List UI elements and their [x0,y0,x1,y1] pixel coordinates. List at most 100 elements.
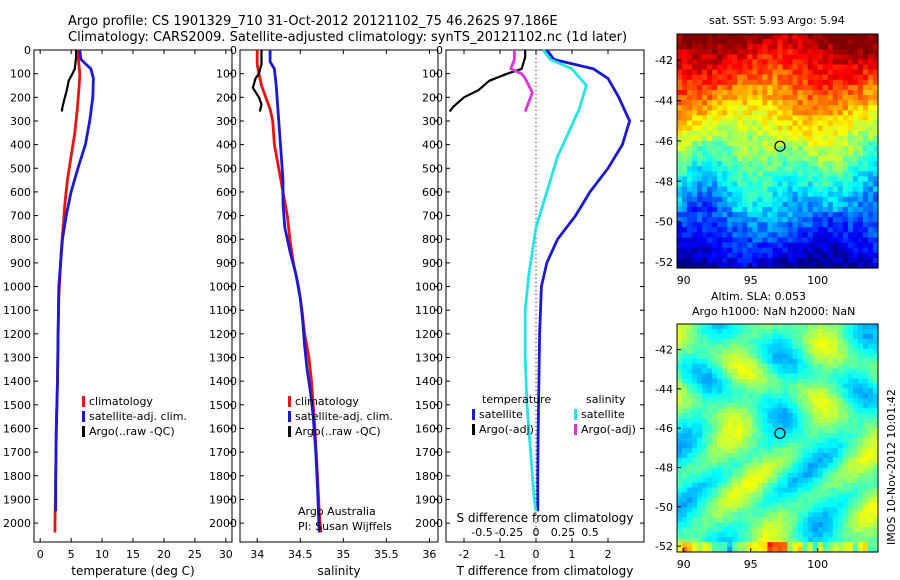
map-cell [707,161,713,167]
y-tick-label: 400 [216,139,237,152]
map-cell [797,110,804,116]
map-cell [752,418,759,424]
map-cell [767,433,774,439]
map-cell [837,358,844,365]
map-cell [867,54,874,61]
map-cell [767,328,774,335]
map-cell [802,130,809,137]
map-cell [837,363,844,370]
map-cell [847,338,854,345]
y-tick-label: 1000 [3,281,31,294]
map-cell [772,497,779,504]
map-cell [747,477,753,484]
map-cell [682,423,688,429]
map-cell [852,110,859,116]
map-cell [732,181,738,188]
map-cell [832,79,839,86]
map-cell [747,403,753,409]
map-cell [867,363,874,370]
map-cell [777,54,784,61]
map-cell [772,532,779,538]
map-cell [742,39,748,45]
map-cell [777,368,784,375]
map-cell [847,166,854,172]
map-cell [832,120,839,127]
map-cell [832,191,839,198]
map-cell [832,512,839,518]
map-cell [752,140,759,147]
map-cell [837,388,844,394]
map-cell [742,181,748,188]
y-tick-label: 900 [216,257,237,270]
map-cell [677,34,683,40]
map-cell [677,232,683,239]
map-cell [767,333,774,340]
map-cell [742,64,748,71]
map-cell [697,247,703,254]
map-cell [792,433,799,439]
map-cell [692,408,698,414]
map-cell [782,212,789,218]
map-cell [777,135,784,142]
map-cell [807,252,814,259]
map-cell [707,186,713,193]
map-cell [707,227,713,233]
x-tick-label: 10 [95,548,109,561]
map-cell [707,502,713,508]
map-cell [817,161,824,167]
map-cell [697,227,703,233]
map-cell [682,191,688,198]
map-cell [697,324,703,330]
map-cell [867,89,874,96]
map-cell [717,232,723,239]
map-cell [697,196,703,203]
map-cell [722,423,728,429]
map-cell [837,373,844,380]
map-cell [687,110,693,116]
map-cell [857,161,864,167]
map-cell [832,44,839,50]
map-cell [812,212,819,218]
map-cell [742,95,748,101]
map-cell [802,527,809,533]
map-cell [677,333,683,340]
map-cell [862,497,869,504]
map-cell [872,542,879,548]
map-cell [797,363,804,370]
map-cell [832,442,839,449]
map-cell [757,100,764,106]
map-cell [717,84,723,91]
map-cell [782,353,789,360]
map-cell [837,191,844,198]
map-cell [867,418,874,424]
map-cell [802,181,809,188]
map-cell [832,64,839,71]
map-cell [867,161,874,167]
map-cell [807,79,814,86]
map-cell [737,363,743,370]
map-cell [757,242,764,249]
map-cell [797,373,804,380]
map-cell [742,222,748,228]
map-cell [722,247,728,254]
map-cell [802,64,809,71]
map-cell [867,343,874,350]
map-cell [822,196,829,203]
map-cell [712,373,718,380]
map-cell [772,418,779,424]
map-cell [722,89,728,96]
map-cell [682,186,688,193]
map-cell [702,462,708,469]
map-cell [727,472,733,479]
map-cell [787,512,794,518]
map-cell [692,166,698,172]
map-cell [862,338,869,345]
map-cell [767,512,774,518]
map-cell [742,487,748,494]
map-cell [852,353,859,360]
map-cell [817,201,824,208]
map-cell [767,59,774,66]
map-cell [752,324,759,330]
map-cell [817,110,824,116]
map-cell [702,328,708,335]
